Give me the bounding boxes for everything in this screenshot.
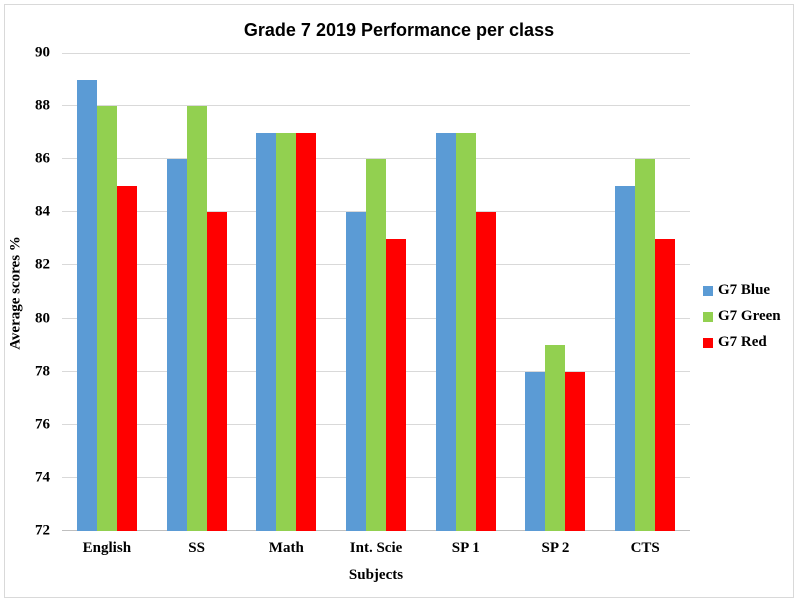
bar-g7-blue-int-scie <box>346 212 367 531</box>
bar-g7-green-math <box>276 132 297 531</box>
bar-group-int-scie <box>331 53 421 531</box>
bar-g7-green-sp-2 <box>545 345 566 531</box>
x-tick-label-ss: SS <box>188 540 205 556</box>
bar-group-ss <box>152 53 242 531</box>
chart-title: Grade 7 2019 Performance per class <box>243 20 555 40</box>
x-tick-label-int-scie: Int. Scie <box>349 540 403 556</box>
bar-g7-blue-cts <box>615 185 636 531</box>
y-axis-tick-labels: 72 74 76 78 80 82 84 86 88 90 <box>0 45 56 539</box>
legend-swatch-g7-blue <box>703 285 713 296</box>
bar-group-sp-2 <box>511 53 601 531</box>
x-axis-tick-labels: English SS Math Int. Scie SP 1 SP 2 CTS <box>62 540 690 557</box>
bar-g7-green-cts <box>635 159 656 531</box>
y-tick-label-72: 72 <box>35 522 50 539</box>
x-axis-title: Subjects <box>348 567 404 583</box>
bar-g7-green-ss <box>186 106 207 531</box>
y-tick-label-74: 74 <box>35 469 50 486</box>
plot-area <box>62 53 690 531</box>
y-tick-label-80: 80 <box>35 310 50 327</box>
bar-g7-red-sp-1 <box>475 212 496 531</box>
y-tick-label-88: 88 <box>35 97 50 114</box>
y-tick-label-84: 84 <box>35 203 50 220</box>
y-tick-label-76: 76 <box>35 416 50 433</box>
bar-g7-green-english <box>96 106 117 531</box>
legend-item-g7-green: G7 Green <box>703 308 781 325</box>
legend-label-g7-blue: G7 Blue <box>718 282 771 298</box>
legend-item-g7-blue: G7 Blue <box>703 282 781 299</box>
bar-g7-green-int-scie <box>366 159 387 531</box>
legend: G7 Blue G7 Green G7 Red <box>703 282 781 351</box>
bar-group-english <box>62 53 152 531</box>
bar-g7-blue-math <box>256 132 277 531</box>
y-tick-label-78: 78 <box>35 363 50 380</box>
y-tick-label-82: 82 <box>35 256 50 273</box>
bar-g7-red-cts <box>655 238 676 531</box>
gridline-86 <box>62 158 690 160</box>
bar-g7-red-sp-2 <box>565 371 586 531</box>
x-tick-label-cts: CTS <box>630 540 660 556</box>
bar-group-sp-1 <box>421 53 511 531</box>
gridline-88 <box>62 105 690 107</box>
gridline-90 <box>62 53 690 54</box>
y-tick-label-86: 86 <box>35 150 50 167</box>
bar-g7-red-math <box>296 132 317 531</box>
bar-g7-red-ss <box>206 212 227 531</box>
legend-item-g7-red: G7 Red <box>703 334 781 351</box>
legend-swatch-g7-green <box>703 311 713 322</box>
bar-g7-red-english <box>116 185 137 531</box>
bar-group-math <box>241 53 331 531</box>
bar-g7-blue-ss <box>166 159 187 531</box>
bar-g7-blue-sp-2 <box>525 371 546 531</box>
bar-g7-blue-sp-1 <box>435 132 456 531</box>
x-tick-label-english: English <box>82 540 132 556</box>
bar-g7-green-sp-1 <box>455 132 476 531</box>
y-tick-label-90: 90 <box>35 44 50 61</box>
x-tick-label-math: Math <box>268 540 304 556</box>
bar-group-cts <box>600 53 690 531</box>
bar-g7-blue-english <box>76 79 97 531</box>
x-tick-label-sp-2: SP 2 <box>541 540 570 556</box>
legend-label-g7-red: G7 Red <box>718 334 767 350</box>
legend-swatch-g7-red <box>703 337 713 348</box>
legend-label-g7-green: G7 Green <box>718 308 781 324</box>
bar-groups <box>62 53 690 531</box>
bar-g7-red-int-scie <box>386 238 407 531</box>
x-tick-label-sp-1: SP 1 <box>451 540 480 556</box>
